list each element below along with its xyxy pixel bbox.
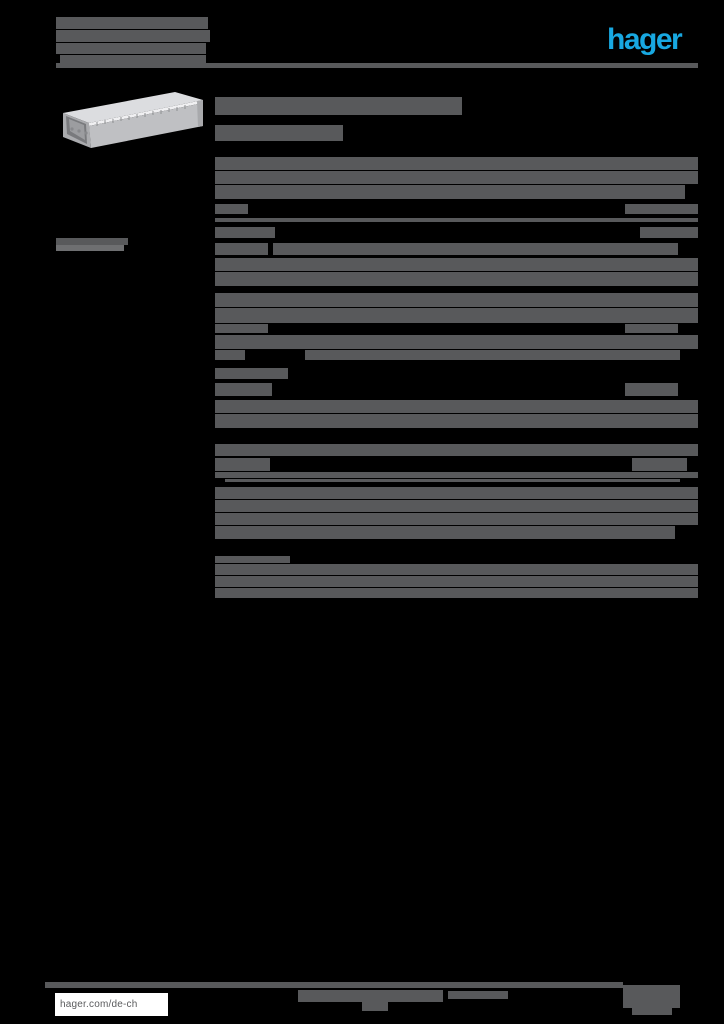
redacted-text-bar	[215, 576, 698, 587]
redacted-text-bar	[215, 500, 698, 512]
redacted-text-bar	[448, 991, 508, 999]
redacted-text-bar	[215, 293, 698, 307]
redacted-text-bar	[632, 458, 687, 471]
redacted-text-bar	[215, 368, 288, 379]
redacted-text-bar	[215, 526, 675, 539]
redacted-text-bar	[215, 564, 698, 575]
redacted-text-bar	[215, 308, 698, 323]
redacted-text-bar	[215, 97, 462, 115]
redacted-text-bar	[215, 335, 698, 349]
redacted-text-bar	[215, 588, 698, 598]
redacted-text-bar	[215, 556, 290, 563]
redacted-text-bar	[56, 63, 698, 68]
redacted-text-bar	[215, 185, 685, 199]
redacted-text-bar	[298, 990, 443, 1002]
redacted-text-bar	[625, 204, 698, 214]
redacted-text-bar	[225, 479, 680, 482]
redacted-text-bar	[215, 258, 698, 271]
redacted-text-bar	[56, 245, 124, 251]
redacted-text-bar	[56, 43, 206, 54]
redacted-text-bar	[640, 227, 698, 238]
website-link-box: hager.com/de-ch	[55, 993, 168, 1016]
redacted-text-bar	[623, 985, 680, 1008]
redacted-text-bar	[215, 171, 698, 184]
redacted-text-bar	[215, 324, 268, 333]
redacted-text-bar	[215, 350, 245, 360]
redacted-text-bar	[215, 472, 698, 478]
redacted-text-bar	[632, 1008, 672, 1015]
redacted-text-bar	[45, 982, 623, 988]
hager-logo: hager	[607, 23, 683, 56]
redacted-text-bar	[273, 243, 678, 255]
redacted-text-bar	[215, 458, 270, 471]
redacted-text-bar	[215, 400, 698, 413]
redacted-text-bar	[215, 414, 698, 428]
redacted-text-bar	[215, 487, 698, 499]
redacted-text-bar	[56, 30, 210, 42]
redacted-text-bar	[625, 324, 678, 333]
redacted-text-bar	[215, 218, 698, 222]
redacted-text-bar	[56, 238, 128, 245]
redacted-text-bar	[625, 383, 678, 396]
redacted-text-bar	[215, 243, 268, 255]
redacted-text-bar	[56, 17, 208, 29]
redacted-text-bar	[215, 125, 343, 141]
redacted-text-bar	[215, 204, 248, 214]
redacted-text-bar	[215, 272, 698, 286]
product-image	[63, 92, 203, 148]
website-link[interactable]: hager.com/de-ch	[60, 999, 138, 1010]
redacted-text-bar	[60, 55, 206, 64]
redacted-text-bar	[305, 350, 680, 360]
redacted-text-bar	[215, 157, 698, 170]
redacted-text-bar	[215, 513, 698, 525]
redacted-text-bar	[215, 383, 272, 396]
redacted-text-bar	[215, 444, 698, 456]
redacted-text-bar	[215, 227, 275, 238]
redacted-text-bar	[362, 1002, 388, 1011]
